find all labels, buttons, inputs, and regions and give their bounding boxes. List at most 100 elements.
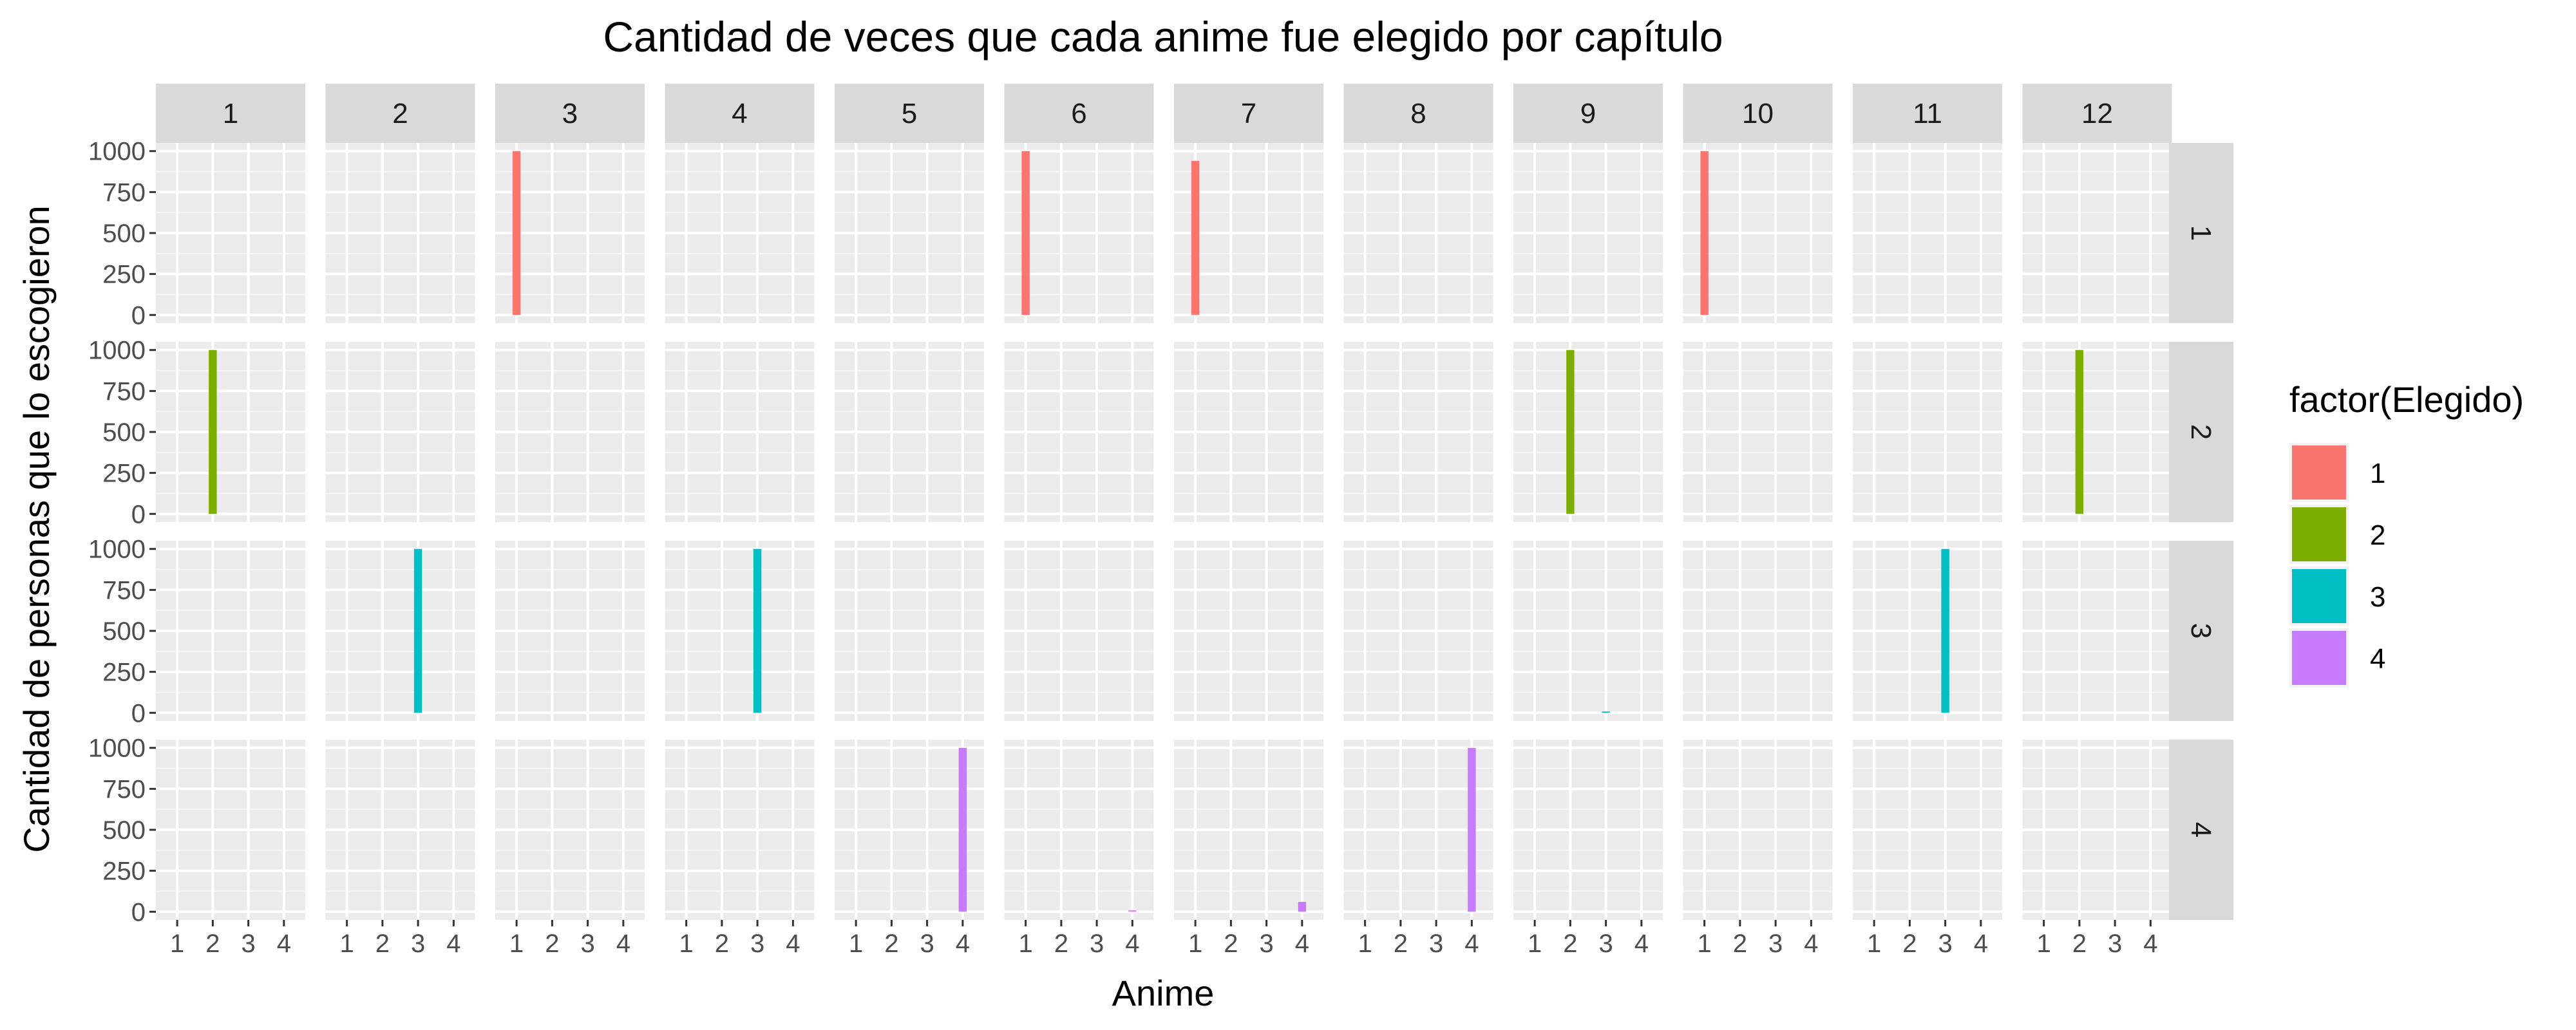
- bar-cap11-row3-anime3: [1941, 548, 1949, 713]
- panel-8-3: [1343, 541, 1493, 721]
- legend-swatch: [2292, 569, 2346, 623]
- panel-10-2: [1683, 342, 1833, 522]
- column-strip-label: 9: [1580, 98, 1596, 129]
- bar-cap9-row2-anime2: [1566, 350, 1575, 514]
- legend-title: factor(Elegido): [2289, 379, 2524, 420]
- panel-2-1: [325, 143, 475, 323]
- legend: factor(Elegido) 1 2 3 4: [2289, 379, 2524, 688]
- y-tick-label: 750: [102, 377, 146, 406]
- column-strip-label: 7: [1241, 98, 1256, 129]
- legend-swatch: [2292, 445, 2346, 500]
- panel-6-4: [1004, 740, 1154, 920]
- panel-5-2: [835, 342, 984, 522]
- panel-4-1: [665, 143, 815, 323]
- panel-9-3: [1513, 541, 1663, 721]
- column-strip-label: 3: [562, 98, 578, 129]
- y-tick-label: 500: [102, 418, 146, 447]
- row-strip-label: 2: [2185, 424, 2217, 440]
- column-strip-label: 1: [223, 98, 238, 129]
- bar-cap7-row4-anime4: [1298, 902, 1307, 912]
- legend-items: 1 2 3 4: [2289, 443, 2385, 688]
- row-strip-4: 4: [2169, 740, 2233, 920]
- y-tick-label: 1000: [88, 138, 146, 166]
- panel-2-2: [325, 342, 475, 522]
- x-tick-label: 1: [1698, 930, 1712, 958]
- y-tick-label: 1000: [88, 536, 146, 564]
- legend-swatch: [2292, 631, 2346, 685]
- panel-5-1: [835, 143, 984, 323]
- bar-cap6-row4-anime4: [1128, 910, 1137, 912]
- row-strip-label: 1: [2185, 225, 2217, 241]
- x-tick-label: 1: [1358, 930, 1372, 958]
- row-strip-label: 4: [2185, 822, 2217, 838]
- bar-cap5-row4-anime4: [958, 747, 967, 912]
- panel-12-3: [2022, 541, 2172, 721]
- column-strip-11: 11: [1853, 84, 2002, 143]
- x-tick-label: 3: [411, 930, 425, 958]
- legend-label: 1: [2370, 458, 2385, 489]
- row-strip-2: 2: [2169, 342, 2233, 522]
- legend-label: 4: [2370, 643, 2385, 675]
- x-tick-label: 4: [786, 930, 800, 958]
- x-tick-label: 2: [1054, 930, 1068, 958]
- x-tick-label: 4: [1125, 930, 1139, 958]
- panel-2-4: [325, 740, 475, 920]
- y-tick-label: 250: [102, 460, 146, 488]
- x-tick-label: 3: [750, 930, 764, 958]
- y-tick-label: 750: [102, 576, 146, 604]
- x-tick-label: 4: [1634, 930, 1649, 958]
- x-tick-label: 1: [340, 930, 354, 958]
- row-strip-label: 3: [2185, 623, 2217, 639]
- panel-3-4: [495, 740, 645, 920]
- column-strip-label: 5: [902, 98, 917, 129]
- y-tick-label: 1000: [88, 337, 146, 365]
- legend-item-2: 2: [2289, 505, 2385, 564]
- x-tick-label: 2: [884, 930, 898, 958]
- column-strip-bg: [1174, 84, 1323, 143]
- panel-3-2: [495, 342, 645, 522]
- column-strip-bg: [835, 84, 984, 143]
- bar-cap10-row1-anime1: [1700, 151, 1709, 315]
- panel-3-3: [495, 541, 645, 721]
- panel-8-1: [1343, 143, 1493, 323]
- bar-cap9-row3-anime3: [1602, 711, 1610, 713]
- bar-cap8-row4-anime4: [1468, 747, 1476, 912]
- legend-swatch: [2292, 507, 2346, 561]
- panel-12-1: [2022, 143, 2172, 323]
- panel-11-4: [1853, 740, 2002, 920]
- panel-11-3: [1853, 541, 2002, 721]
- panel-6-2: [1004, 342, 1154, 522]
- column-strip-bg: [1004, 84, 1154, 143]
- panel-11-1: [1853, 143, 2002, 323]
- row-strip-3: 3: [2169, 541, 2233, 721]
- row-strip-bg: [2169, 342, 2233, 522]
- column-strip-6: 6: [1004, 84, 1154, 143]
- chart-title: Cantidad de veces que cada anime fue ele…: [603, 13, 1723, 61]
- x-tick-label: 3: [1768, 930, 1783, 958]
- column-strip-bg: [1343, 84, 1493, 143]
- panel-7-3: [1174, 541, 1323, 721]
- x-tick-label: 4: [1295, 930, 1309, 958]
- x-tick-label: 1: [679, 930, 694, 958]
- column-strip-label: 12: [2081, 98, 2113, 129]
- facet-panels: [156, 143, 2172, 920]
- y-tick-label: 500: [102, 220, 146, 248]
- panel-1-1: [156, 143, 305, 323]
- y-tick-label: 750: [102, 775, 146, 803]
- x-tick-label: 4: [1804, 930, 1818, 958]
- row-strip-bg: [2169, 541, 2233, 721]
- x-tick-label: 3: [920, 930, 934, 958]
- panel-11-2: [1853, 342, 2002, 522]
- column-strip-10: 10: [1683, 84, 1833, 143]
- panel-1-3: [156, 541, 305, 721]
- panel-12-2: [2022, 342, 2172, 522]
- x-tick-label: 4: [956, 930, 970, 958]
- legend-label: 2: [2370, 520, 2385, 551]
- column-strip-label: 10: [1742, 98, 1774, 129]
- x-tick-label: 3: [1259, 930, 1273, 958]
- column-strip-5: 5: [835, 84, 984, 143]
- y-tick-label: 0: [131, 500, 146, 529]
- x-tick-label: 4: [446, 930, 460, 958]
- y-tick-label: 250: [102, 261, 146, 289]
